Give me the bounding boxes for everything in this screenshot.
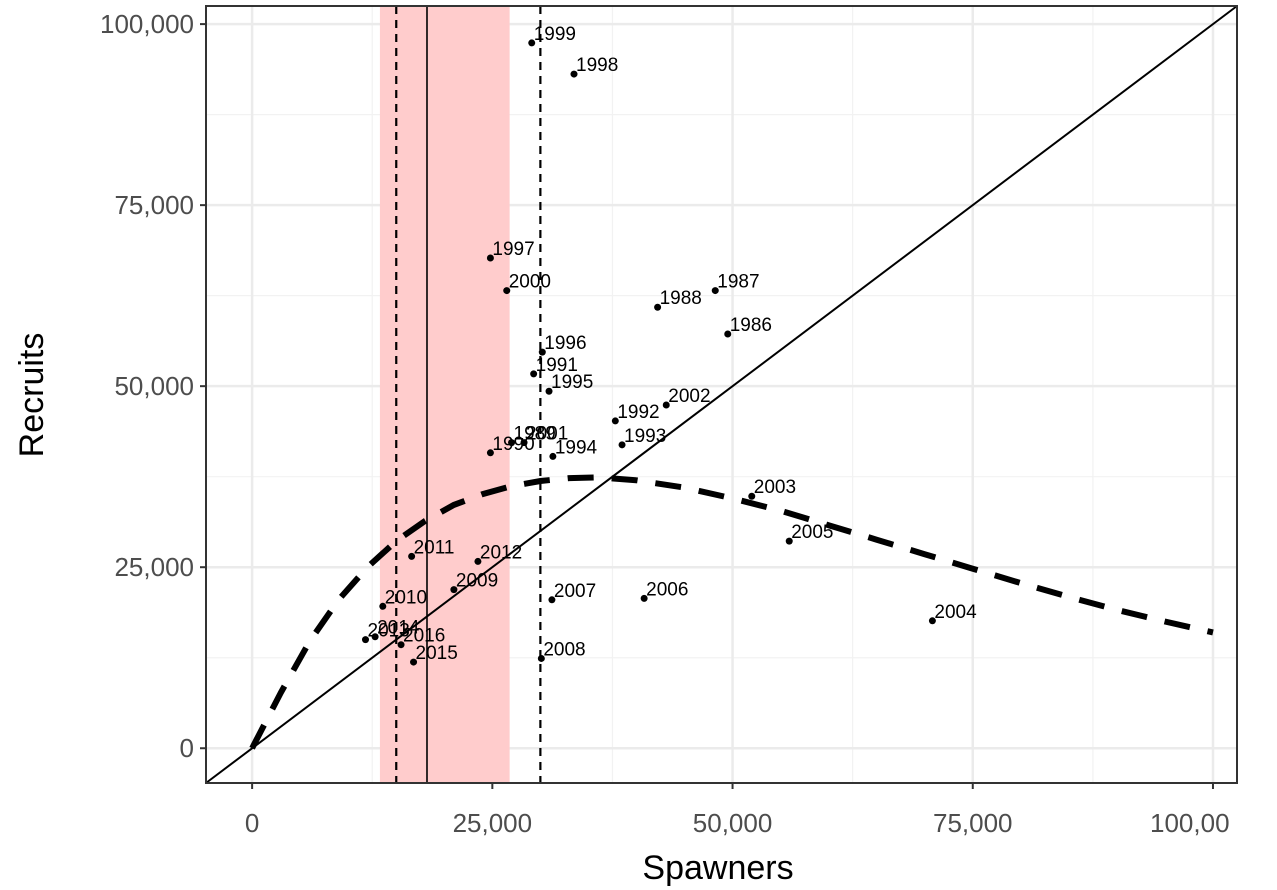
reference-lines: [205, 5, 1238, 784]
data-point: [724, 330, 732, 338]
data-point: [450, 586, 458, 594]
data-point: [538, 348, 546, 356]
x-axis-ticks: 0 25,000 50,000 75,000 100,00: [245, 783, 1230, 838]
point-label: 2012: [480, 542, 522, 563]
point-label: 1995: [551, 372, 593, 393]
data-point: [785, 537, 793, 545]
point-label: 2014: [377, 618, 420, 639]
data-point: [537, 654, 545, 662]
x-tick-label: 0: [245, 808, 259, 838]
x-tick-label: 50,000: [693, 808, 773, 838]
point-label: 2002: [668, 386, 710, 407]
point-label: 2016: [403, 626, 445, 647]
x-tick-label: 25,000: [453, 808, 533, 838]
data-point: [545, 387, 553, 395]
point-label: 1992: [617, 402, 659, 423]
point-label: 2010: [385, 587, 427, 608]
y-tick-label: 25,000: [114, 552, 194, 582]
point-label: 1988: [660, 288, 702, 309]
data-point: [618, 441, 626, 449]
data-points: [362, 39, 936, 666]
point-label: 1997: [492, 239, 534, 260]
point-label: 2005: [791, 522, 833, 543]
point-label: 2006: [646, 579, 688, 600]
data-point: [362, 636, 370, 644]
y-axis-title: Recruits: [13, 333, 51, 458]
point-label: 1989: [514, 424, 556, 445]
point-label: 1986: [730, 315, 772, 336]
y-axis-ticks: 0 25,000 50,000 75,000 100,000: [100, 9, 206, 763]
data-point: [654, 303, 662, 311]
point-label: 1998: [576, 55, 618, 76]
shaded-band-layer: [379, 6, 510, 783]
data-point: [397, 641, 405, 649]
data-point: [508, 439, 516, 447]
data-point: [640, 594, 648, 602]
point-label: 2013: [368, 621, 410, 642]
data-point: [548, 596, 556, 604]
point-label: 1999: [534, 24, 576, 45]
replacement-line: [205, 5, 1238, 784]
y-tick-label: 75,000: [114, 190, 194, 220]
grid-lines: [206, 6, 1237, 783]
data-point: [379, 602, 387, 610]
data-point: [928, 617, 936, 625]
data-point: [611, 417, 619, 425]
point-label: 2000: [509, 272, 551, 293]
x-axis-title: Spawners: [642, 849, 793, 887]
data-point: [410, 658, 418, 666]
data-point: [662, 401, 670, 409]
point-label: 1990: [492, 434, 534, 455]
point-label: 2011: [414, 537, 455, 558]
data-point: [549, 452, 557, 460]
data-point: [371, 633, 379, 641]
point-label: 1987: [717, 272, 759, 293]
stock-recruit-curve-layer: [249, 474, 1214, 750]
x-tick-label: 75,000: [933, 808, 1013, 838]
x-tick-label: 100,00: [1150, 808, 1230, 838]
point-label: 1991: [536, 355, 578, 376]
data-point: [570, 70, 578, 78]
point-label: 2009: [456, 571, 498, 592]
point-label: 2001: [526, 424, 568, 445]
point-label: 2004: [934, 602, 977, 623]
panel-border: [205, 5, 1238, 784]
data-point: [530, 370, 538, 378]
data-point: [520, 439, 528, 447]
point-label: 2007: [554, 581, 596, 602]
stock-recruit-curve: [249, 474, 1214, 750]
data-point: [486, 449, 494, 457]
shaded-band: [379, 6, 510, 783]
point-label: 2008: [543, 639, 585, 660]
y-tick-label: 100,000: [100, 9, 194, 39]
data-point: [408, 552, 416, 560]
point-label: 1994: [555, 437, 598, 458]
point-label: 1993: [624, 426, 666, 447]
data-point: [503, 287, 511, 295]
data-point: [711, 287, 719, 295]
y-tick-label: 50,000: [114, 371, 194, 401]
data-point: [474, 557, 482, 565]
point-label: 2003: [754, 477, 796, 498]
y-tick-label: 0: [180, 733, 194, 763]
data-point: [528, 39, 536, 47]
data-point: [748, 492, 756, 500]
point-label: 2015: [416, 643, 458, 664]
point-label: 1996: [544, 333, 586, 354]
data-point: [486, 254, 494, 262]
